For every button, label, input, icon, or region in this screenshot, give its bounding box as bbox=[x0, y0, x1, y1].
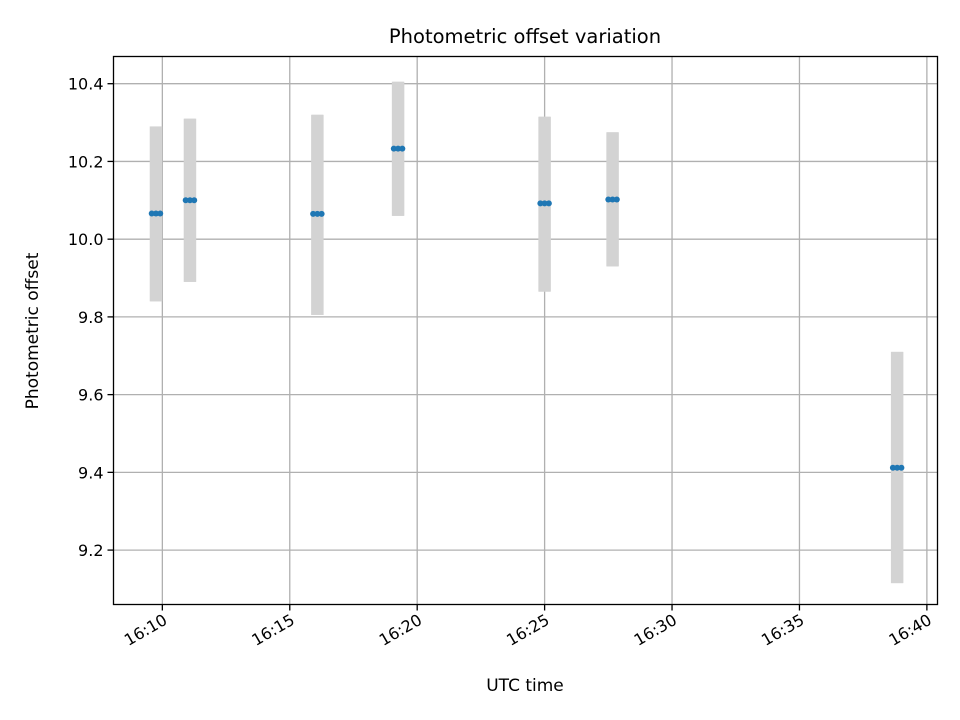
y-tick-label: 9.4 bbox=[78, 463, 103, 482]
data-point bbox=[889, 464, 896, 471]
y-tick-label: 9.2 bbox=[78, 541, 103, 560]
data-point bbox=[148, 210, 155, 217]
data-point bbox=[157, 210, 164, 217]
data-point bbox=[898, 464, 905, 471]
y-tick-label: 10.0 bbox=[68, 230, 104, 249]
data-point bbox=[191, 197, 198, 204]
data-point bbox=[182, 197, 189, 204]
y-tick-label: 10.4 bbox=[68, 75, 104, 94]
data-point bbox=[605, 196, 612, 203]
plot-frame bbox=[112, 55, 939, 606]
grid bbox=[113, 56, 938, 605]
y-tick-label: 9.6 bbox=[78, 386, 103, 405]
data-point bbox=[609, 196, 616, 203]
y-axis-title: Photometric offset bbox=[23, 252, 43, 409]
data-point bbox=[399, 145, 406, 152]
data-point bbox=[395, 145, 402, 152]
data-point bbox=[537, 200, 544, 207]
data-point bbox=[390, 145, 397, 152]
data-point bbox=[318, 210, 325, 217]
data-point bbox=[545, 200, 552, 207]
data-point bbox=[314, 210, 321, 217]
data-point bbox=[310, 210, 317, 217]
chart-title: Photometric offset variation bbox=[389, 25, 661, 48]
data-point bbox=[186, 197, 193, 204]
y-tick-label: 9.8 bbox=[78, 308, 103, 327]
data-point bbox=[152, 210, 159, 217]
data-point bbox=[894, 464, 901, 471]
data-point bbox=[541, 200, 548, 207]
y-tick-label: 10.2 bbox=[68, 152, 104, 171]
data-point bbox=[613, 196, 620, 203]
data-points bbox=[148, 145, 905, 471]
x-axis-title: UTC time bbox=[486, 676, 564, 696]
